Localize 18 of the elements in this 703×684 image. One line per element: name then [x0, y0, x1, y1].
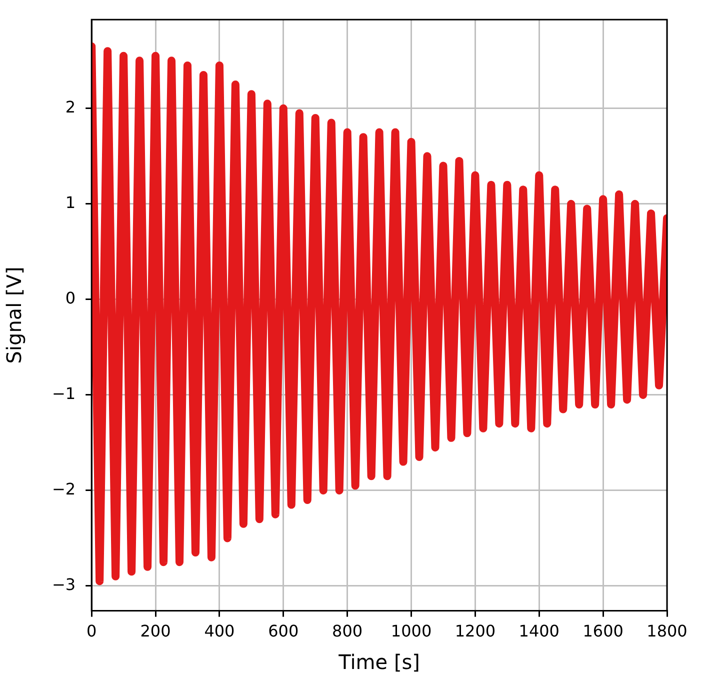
x-tick-label: 0: [86, 622, 97, 641]
x-tick-label: 1400: [518, 622, 560, 641]
y-tick-label: −1: [52, 384, 76, 404]
x-tick-label: 400: [204, 622, 235, 641]
x-tick-label: 1800: [646, 622, 688, 641]
y-tick-label: −2: [52, 480, 76, 499]
y-tick-label: 2: [65, 98, 76, 117]
x-tick-label: 800: [332, 622, 363, 641]
x-tick-label: 1600: [582, 622, 624, 641]
x-axis-title: Time [s]: [338, 650, 420, 674]
y-tick-label: 0: [65, 288, 76, 308]
y-tick-label: 1: [65, 193, 76, 212]
x-tick-label: 600: [268, 622, 299, 641]
x-tick-label: 1200: [454, 622, 496, 641]
x-tick-label: 1000: [390, 622, 432, 641]
y-axis-title: Signal [V]: [2, 266, 26, 364]
y-tick-label: −3: [52, 575, 76, 594]
x-tick-label: 200: [140, 622, 171, 641]
